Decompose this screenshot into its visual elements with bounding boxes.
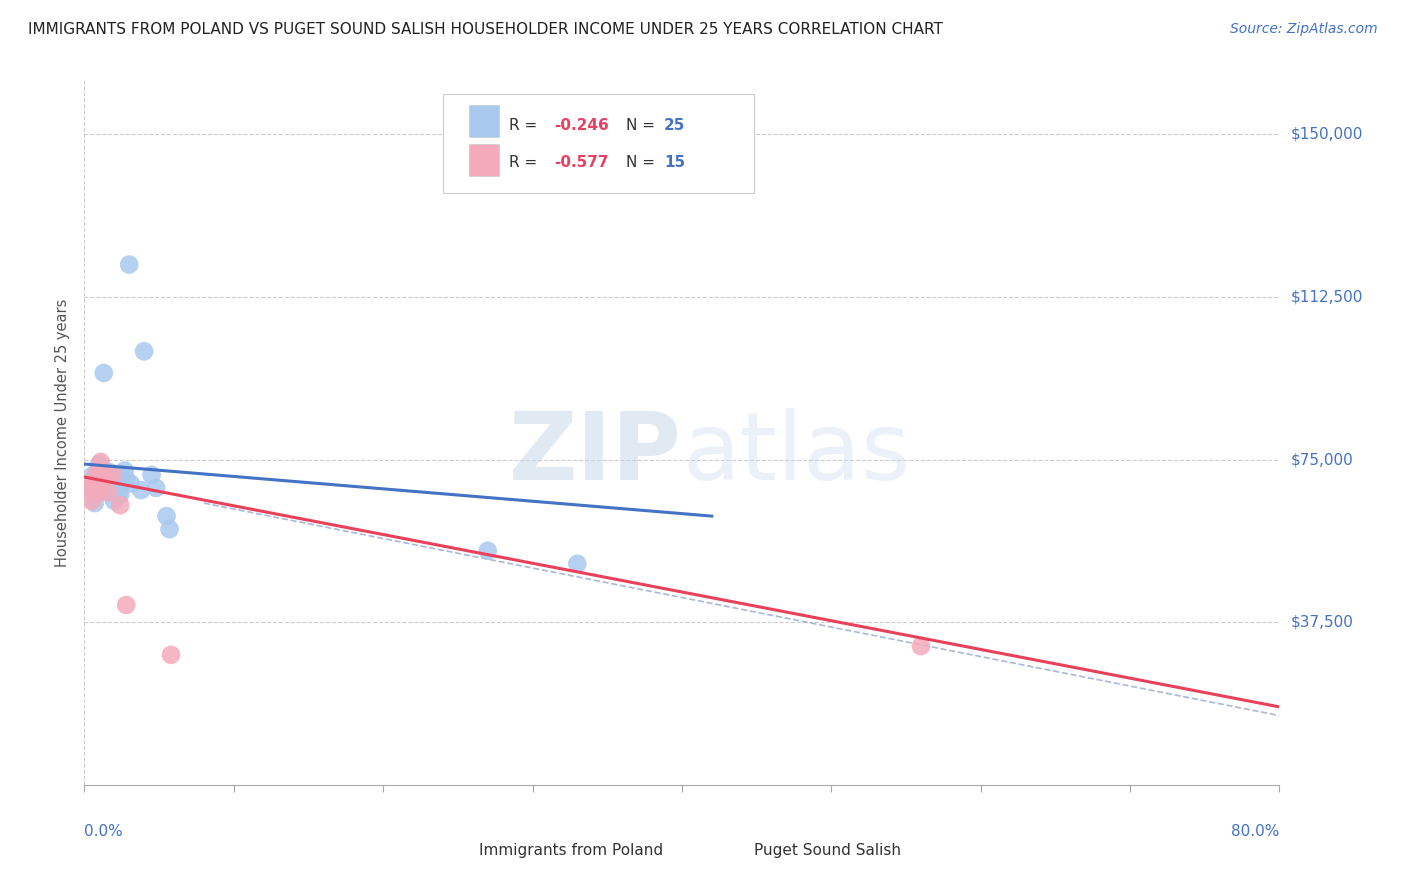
Y-axis label: Householder Income Under 25 years: Householder Income Under 25 years <box>55 299 70 566</box>
Text: -0.246: -0.246 <box>554 118 609 133</box>
Text: N =: N = <box>626 118 659 133</box>
Point <box>90 455 112 469</box>
Text: R =: R = <box>509 155 541 169</box>
Point <box>94 464 117 478</box>
Point <box>94 467 117 482</box>
Point <box>110 498 132 512</box>
Point <box>91 472 114 486</box>
Point <box>115 472 138 486</box>
Point <box>80 494 103 508</box>
Point <box>910 639 932 653</box>
Text: N =: N = <box>626 155 659 169</box>
Text: $112,500: $112,500 <box>1291 290 1362 304</box>
Text: 80.0%: 80.0% <box>1232 823 1279 838</box>
Point <box>129 483 152 497</box>
Point <box>141 467 163 482</box>
Text: 0.0%: 0.0% <box>84 823 124 838</box>
Point <box>105 467 128 482</box>
Point <box>101 479 124 493</box>
Point <box>82 475 104 489</box>
Point <box>159 522 181 536</box>
Text: $37,500: $37,500 <box>1291 615 1354 630</box>
Point <box>87 485 110 500</box>
Point <box>93 366 115 380</box>
Point <box>107 485 129 500</box>
Point <box>160 648 183 662</box>
Point <box>101 467 124 482</box>
Point <box>477 543 499 558</box>
FancyBboxPatch shape <box>470 145 499 176</box>
Point <box>89 457 111 471</box>
Text: 15: 15 <box>664 155 685 169</box>
Text: Puget Sound Salish: Puget Sound Salish <box>754 843 901 858</box>
Text: Immigrants from Poland: Immigrants from Poland <box>479 843 662 858</box>
Point <box>103 494 125 508</box>
Point <box>83 496 105 510</box>
Text: atlas: atlas <box>682 408 910 500</box>
Point <box>86 467 108 482</box>
Point <box>110 487 132 501</box>
FancyBboxPatch shape <box>470 105 499 137</box>
Point <box>96 485 118 500</box>
Point <box>100 466 122 480</box>
Text: ZIP: ZIP <box>509 408 682 500</box>
FancyBboxPatch shape <box>443 838 472 863</box>
Text: R =: R = <box>509 118 541 133</box>
Point <box>120 476 142 491</box>
Point <box>118 258 141 272</box>
Text: $150,000: $150,000 <box>1291 127 1362 142</box>
Point <box>89 464 111 478</box>
FancyBboxPatch shape <box>718 838 748 863</box>
Text: Source: ZipAtlas.com: Source: ZipAtlas.com <box>1230 22 1378 37</box>
Point <box>132 344 156 359</box>
Point <box>79 481 101 495</box>
Point <box>114 464 136 478</box>
Text: IMMIGRANTS FROM POLAND VS PUGET SOUND SALISH HOUSEHOLDER INCOME UNDER 25 YEARS C: IMMIGRANTS FROM POLAND VS PUGET SOUND SA… <box>28 22 943 37</box>
Point <box>82 467 104 482</box>
Point <box>97 485 120 500</box>
Point <box>155 509 177 524</box>
Text: $75,000: $75,000 <box>1291 452 1354 467</box>
FancyBboxPatch shape <box>443 95 754 193</box>
Point <box>567 557 589 571</box>
Point <box>115 598 138 612</box>
Text: 25: 25 <box>664 118 685 133</box>
Text: -0.577: -0.577 <box>554 155 609 169</box>
Point <box>77 483 100 497</box>
Point <box>145 481 167 495</box>
